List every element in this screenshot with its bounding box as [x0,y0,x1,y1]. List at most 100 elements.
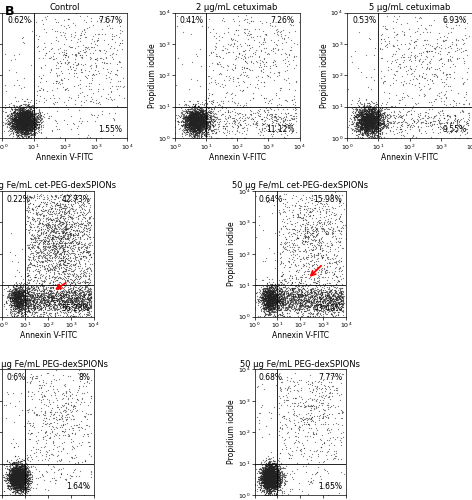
Point [22,120,29,128]
Point [256,63,263,71]
Point [86,290,94,298]
Point [368,114,375,122]
Point [20,118,27,126]
Point [194,116,202,124]
Point [267,295,275,303]
Point [197,114,204,122]
Point [185,132,193,140]
Point [198,114,205,122]
Point [5,470,12,478]
Point [271,44,279,52]
Point [204,120,211,128]
Point [271,471,279,479]
Point [296,291,304,299]
Point [23,125,31,133]
Point [16,478,23,486]
Point [357,110,365,118]
Point [33,110,40,118]
Point [18,470,25,478]
Point [196,118,203,126]
Point [262,472,270,480]
Point [37,228,44,235]
Point [261,106,268,114]
Point [23,108,30,116]
Point [50,410,58,418]
Point [272,286,280,294]
Point [27,113,34,121]
Point [20,122,27,130]
Point [106,21,113,29]
Point [47,192,54,200]
Point [283,289,290,297]
Point [366,104,373,112]
Point [198,118,205,126]
Point [317,392,325,400]
Point [55,256,62,264]
Point [263,474,271,482]
Point [262,292,270,300]
Point [264,479,271,487]
Point [373,120,381,128]
Point [333,296,341,304]
Point [278,304,285,312]
Point [270,479,278,487]
Point [39,71,46,79]
Point [268,464,275,472]
Point [52,36,59,44]
Point [370,109,377,117]
Point [12,458,20,466]
Point [22,122,29,130]
Point [45,298,53,306]
Point [40,392,47,400]
Point [295,228,303,235]
Point [362,110,370,118]
Point [259,477,267,485]
Point [262,295,270,303]
Point [264,463,272,471]
Point [189,109,197,117]
Point [267,292,274,300]
Point [13,117,21,125]
Point [313,230,320,237]
Point [75,221,82,229]
Point [25,126,32,134]
Point [16,287,23,295]
Point [13,470,21,478]
Point [60,258,68,266]
Point [261,484,269,492]
Point [187,110,194,118]
Point [268,466,275,474]
Point [267,470,275,478]
Point [10,468,18,476]
Point [23,129,30,137]
Point [34,236,41,244]
Point [14,467,21,475]
Point [62,46,69,54]
Point [370,116,377,124]
Point [194,113,202,121]
Point [11,112,18,120]
Point [286,300,294,308]
Point [293,40,300,48]
Point [269,464,277,472]
Point [186,110,194,118]
Point [260,470,268,478]
Point [192,114,199,122]
Point [79,225,86,233]
Point [196,108,204,116]
Point [72,308,79,316]
Point [198,120,206,128]
Point [269,478,276,486]
Point [87,222,95,230]
Point [265,481,272,489]
Point [209,114,217,122]
Point [221,125,229,133]
Point [17,295,25,303]
Point [363,116,371,124]
Point [258,464,265,472]
Point [279,26,287,34]
Point [231,55,238,63]
Point [426,98,433,106]
Point [30,234,37,242]
Point [11,476,19,484]
